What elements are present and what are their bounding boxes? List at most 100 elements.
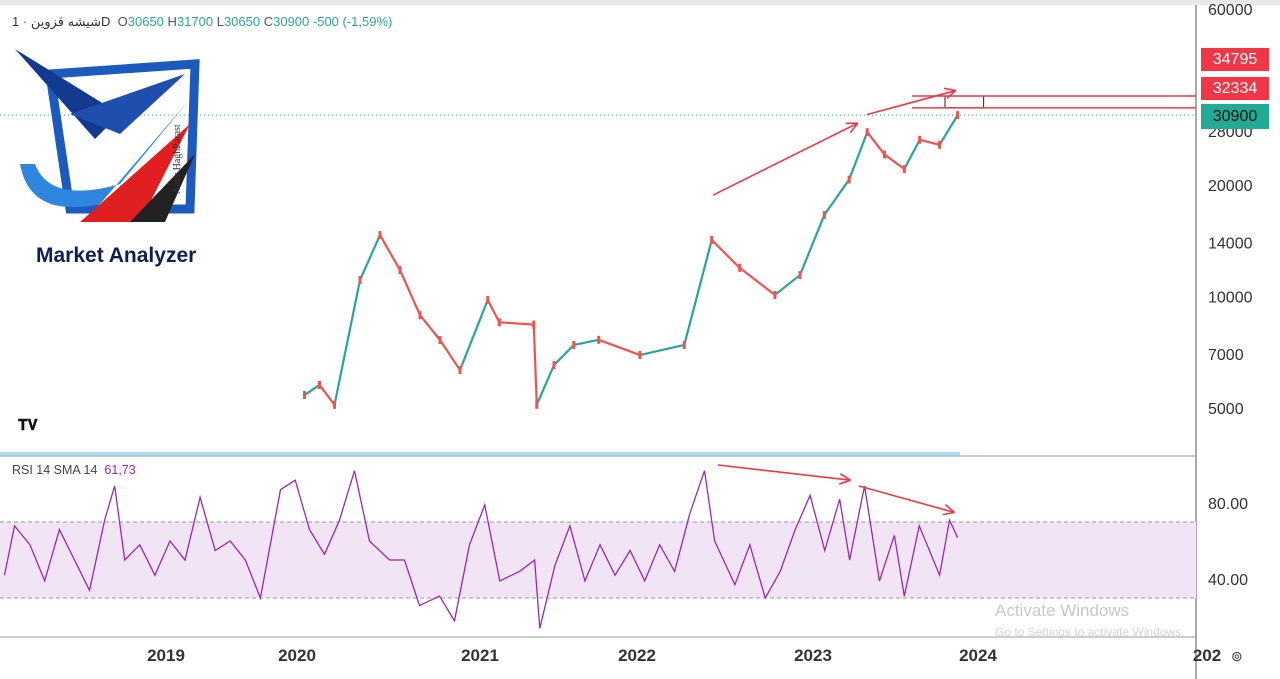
symbol-name[interactable]: شیشه قزوین: [30, 14, 101, 29]
rsi-divergence-arrow: [717, 464, 851, 481]
price-candle: [552, 361, 556, 370]
price-candle: [497, 318, 501, 327]
price-candle: [638, 351, 642, 360]
price-candle: [358, 276, 362, 285]
price-trend-arrow-head: [946, 89, 957, 100]
watermark-subtitle: Go to Settings to activate Windows.: [995, 625, 1185, 639]
rsi-label[interactable]: RSI 14 SMA 14: [12, 463, 98, 477]
time-tick-label: 2020: [278, 646, 316, 665]
price-candle: [822, 211, 826, 220]
price-segment: [774, 274, 801, 296]
price-candle: [882, 150, 886, 159]
price-tick-label: 14000: [1208, 235, 1253, 252]
rsi-band: [0, 522, 1196, 598]
price-badge-32334: 32334: [1201, 77, 1269, 100]
logo-title: Market Analyzer: [36, 244, 197, 267]
price-candle: [486, 295, 490, 304]
price-candle: [918, 135, 922, 144]
price-segment: [398, 269, 422, 316]
price-segment: [303, 384, 321, 396]
rsi-divergence-arrow-head: [839, 473, 851, 481]
price-segment: [919, 138, 940, 146]
last-price-badge: 30900: [1201, 104, 1269, 129]
time-tick-label: 2024: [959, 646, 997, 665]
open-value: 30650: [127, 14, 164, 29]
price-candle: [418, 311, 422, 320]
price-segment: [318, 384, 336, 406]
price-candle: [535, 400, 539, 409]
high-value: 31700: [176, 14, 214, 29]
high-label: H: [167, 14, 177, 29]
annotations: [712, 87, 1196, 516]
rsi-divergence-arrow: [858, 485, 955, 514]
price-segment: [683, 239, 713, 346]
volume-baseline: [0, 452, 960, 456]
price-tick-label: 60000: [1208, 2, 1253, 19]
settings-icon[interactable]: ⊚: [1231, 648, 1243, 664]
price-segment: [598, 338, 641, 357]
price-segment: [938, 114, 959, 146]
low-value: 30650: [223, 14, 261, 29]
price-segment: [639, 343, 685, 357]
interval[interactable]: 1D: [12, 14, 111, 29]
price-segment: [458, 299, 489, 371]
symbol-legend: شیشه قزوین · 1D O30650 H31700 L30650 C30…: [12, 14, 393, 29]
price-segment: [823, 178, 851, 216]
price-candle: [438, 336, 442, 345]
price-trend-arrow: [712, 122, 859, 196]
price-candle: [956, 111, 960, 120]
price-candle: [458, 366, 462, 375]
price-candle: [847, 175, 851, 184]
price-segment: [710, 239, 741, 269]
rsi-tick-label: 40.00: [1208, 572, 1248, 589]
price-candle: [710, 235, 714, 244]
price-trend-arrow: [866, 89, 957, 116]
price-segment: [379, 234, 401, 271]
price-candle: [682, 340, 686, 349]
price-candle: [773, 290, 777, 299]
price-segment: [739, 267, 776, 296]
change-value: -500 (-1,59%): [312, 14, 393, 29]
price-candle: [318, 380, 321, 389]
price-segment: [573, 338, 599, 347]
price-candle: [303, 391, 306, 400]
price-segment: [499, 321, 534, 326]
price-candle: [398, 266, 402, 275]
price-candle: [333, 400, 336, 409]
price-segment: [419, 314, 441, 341]
tradingview-logo-icon[interactable]: 𝐓𝐕: [18, 417, 38, 434]
price-segment: [866, 131, 886, 156]
price-candle: [902, 165, 906, 174]
time-tick-label: 2019: [147, 646, 185, 665]
eagle-logo-icon: Amir HaghParast: [15, 49, 200, 222]
price-segment: [439, 339, 461, 371]
price-candle: [532, 320, 536, 329]
price-candle: [572, 340, 576, 349]
price-candle: [597, 335, 601, 344]
price-tick-label: 5000: [1208, 401, 1244, 418]
time-tick-label: 2021: [461, 646, 499, 665]
price-candle: [865, 128, 869, 137]
price-segment: [798, 214, 826, 276]
price-badge-34795: 34795: [1201, 48, 1269, 71]
time-tick-label: 2023: [794, 646, 832, 665]
rsi-divergence-arrow-head: [944, 503, 956, 514]
price-segment: [358, 234, 382, 281]
price-segment: [903, 139, 921, 170]
price-segment: [333, 279, 362, 406]
price-candle: [378, 231, 382, 240]
price-trend-arrow-head: [849, 122, 859, 134]
price-tick-label: 20000: [1208, 178, 1253, 195]
rsi-line: [3, 470, 959, 629]
price-candle: [738, 263, 742, 272]
close-value: 30900: [273, 14, 310, 29]
open-label: O: [117, 14, 128, 29]
price-tick-label: 7000: [1208, 347, 1244, 364]
time-tick-label: 202: [1193, 646, 1221, 665]
price-segment: [486, 299, 501, 323]
close-label: C: [263, 14, 274, 29]
watermark-title: Activate Windows: [995, 601, 1130, 620]
time-tick-label: 2022: [618, 646, 656, 665]
rsi-divergence-arrow-head: [838, 479, 851, 485]
